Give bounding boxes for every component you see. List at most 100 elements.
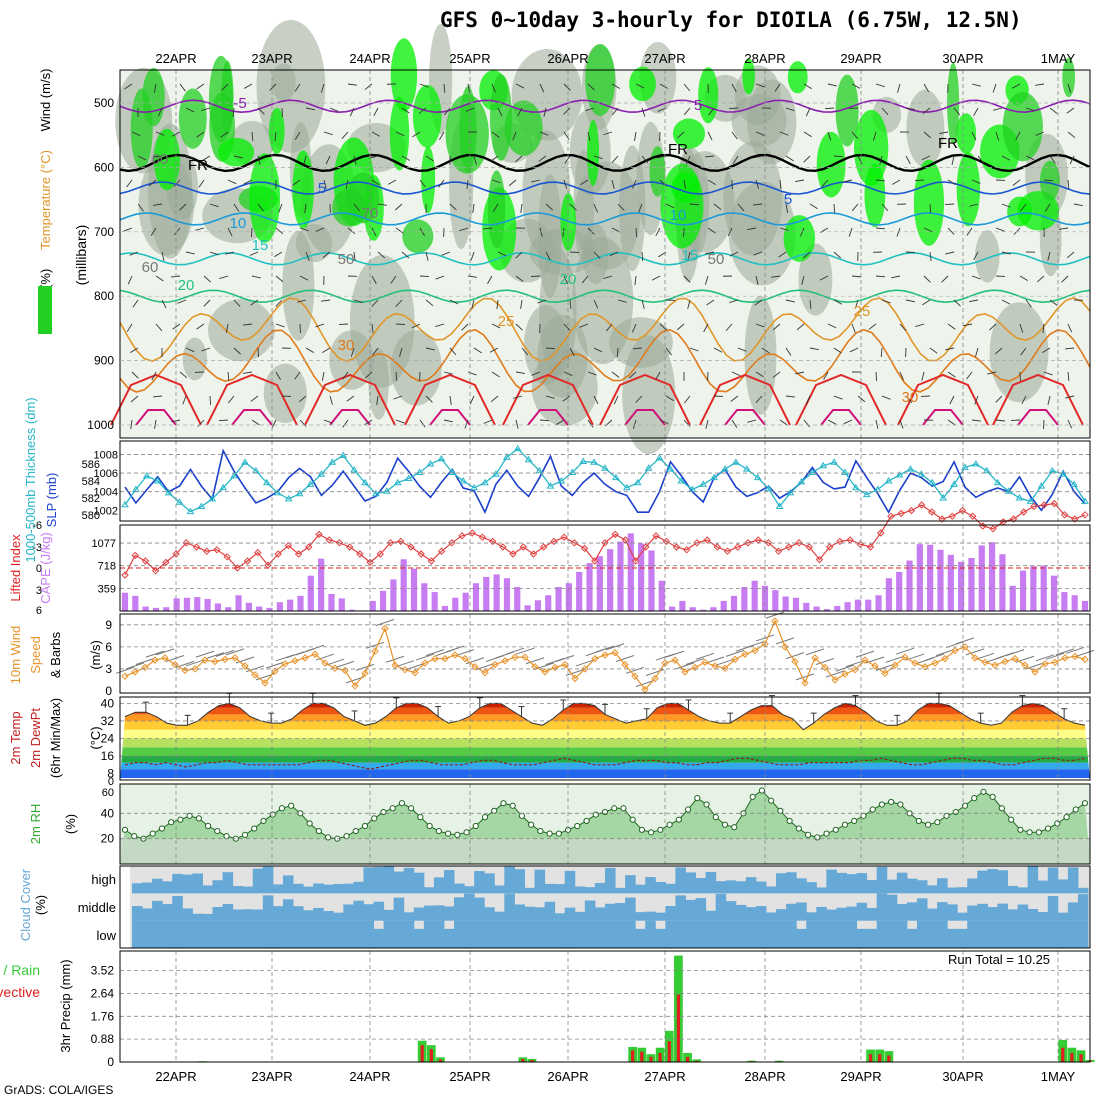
rh-moist-shading	[1003, 92, 1043, 161]
date-label-bottom: 22APR	[155, 1069, 196, 1084]
cape-bar	[721, 601, 727, 611]
rh-moist-shading	[914, 160, 944, 246]
wind-barb	[396, 324, 405, 325]
wind-unit: (m/s)	[88, 640, 103, 670]
cloud-cover-cell	[313, 921, 324, 948]
cloud-cover-cell	[162, 881, 173, 893]
cloud-cover-cell	[132, 883, 143, 893]
rh-point	[713, 815, 718, 820]
cloud-cover-cell	[1018, 921, 1029, 948]
rh-point	[842, 822, 847, 827]
rh-point	[547, 831, 552, 836]
wind-barb	[1043, 420, 1044, 429]
cloud-cover-cell	[233, 921, 244, 948]
cloud-cover-cell	[464, 886, 475, 893]
contour-label: 30	[902, 389, 919, 406]
rh-point	[362, 823, 367, 828]
rh-point	[944, 813, 949, 818]
wind-barb	[396, 661, 414, 667]
date-label-bottom: 27APR	[644, 1069, 685, 1084]
rh-moist-shading	[698, 67, 718, 123]
cloud-cover-cell	[816, 887, 827, 893]
cloud-cover-cell	[514, 904, 525, 920]
precip-tick-label: 0.88	[91, 1032, 115, 1046]
cape-bar	[844, 602, 850, 611]
cloud-cover-cell	[504, 894, 515, 921]
cape-bar	[308, 576, 314, 611]
wind-barb	[206, 653, 224, 659]
cloud-cover-cell	[524, 921, 535, 948]
cloud-cover-cell	[253, 921, 264, 948]
rh-moist-shading	[854, 110, 888, 186]
cape-bar	[896, 572, 902, 611]
cloud-cover-cell	[524, 907, 535, 921]
thickness-axis-title: 1000-500mb Thickness (dm)	[23, 397, 38, 562]
cape-bar	[174, 598, 180, 611]
cloud-cover-cell	[836, 921, 847, 948]
contour-label: 25	[854, 303, 871, 320]
cloud-cover-cell	[887, 921, 898, 948]
cloud-cover-cell	[846, 921, 857, 948]
cape-bar	[979, 545, 985, 611]
cape-bar	[834, 606, 840, 611]
wind-barb	[570, 252, 579, 253]
cape-bar	[535, 600, 541, 611]
cloud-cover-cell	[947, 904, 958, 920]
wind-barb	[516, 648, 534, 654]
contour-label: FR	[668, 141, 688, 158]
precip-convective-bar	[869, 1054, 872, 1062]
wind-panel-frame	[120, 614, 1090, 693]
cloud-cover-cell	[182, 921, 193, 948]
precip-convective-bar	[887, 1056, 890, 1062]
precip-convective-bar	[1079, 1054, 1082, 1062]
cloud-cover-cell	[595, 883, 606, 893]
cloud-cover-cell	[846, 907, 857, 921]
cloud-cover-cell	[897, 873, 908, 894]
cloud-cover-cell	[293, 884, 304, 894]
cloud-cover-cell	[243, 921, 254, 948]
cloud-cover-cell	[776, 921, 787, 948]
cloud-cover-cell	[957, 887, 968, 893]
cloud-cover-cell	[857, 903, 868, 921]
rh-point	[796, 826, 801, 831]
cloud-cover-cell	[605, 904, 616, 921]
cloud-cover-cell	[223, 921, 234, 948]
cloud-cover-cell	[977, 871, 988, 894]
wind-barb	[339, 324, 348, 325]
cloud-cover-cell	[223, 872, 234, 893]
cloud-cover-cell	[213, 907, 224, 921]
cloud-cover-cell	[806, 921, 817, 948]
rh-title: 2m RH	[28, 804, 43, 844]
legend-wind: Wind (m/s)	[38, 69, 53, 132]
precip-panel-frame	[120, 951, 1090, 1062]
rh-point	[178, 817, 183, 822]
cape-bar	[886, 578, 892, 611]
cloud-title: Cloud Cover	[18, 868, 33, 941]
rh-point	[427, 823, 432, 828]
cloud-cover-cell	[303, 910, 314, 920]
cloud-cover-cell	[967, 906, 978, 921]
cloud-cover-cell	[836, 873, 847, 893]
rh-shading	[208, 299, 275, 361]
wind-barb	[646, 670, 664, 676]
slp-tick-label: 1008	[94, 449, 118, 461]
rh-moist-shading	[292, 150, 313, 228]
cloud-cover-cell	[736, 881, 747, 893]
cloud-cover-cell	[454, 897, 465, 920]
date-label-bottom: 30APR	[942, 1069, 983, 1084]
cloud-cover-cell	[424, 887, 435, 893]
wind-barb	[796, 674, 814, 680]
rh-point	[150, 831, 155, 836]
contour-label: -5	[233, 95, 246, 112]
cloud-cover-cell	[867, 908, 878, 921]
rh-point	[409, 806, 414, 811]
rh-point	[658, 827, 663, 832]
rh-point	[972, 796, 977, 801]
cloud-cover-cell	[172, 896, 183, 921]
cloud-cover-cell	[484, 873, 495, 893]
cloud-cover-cell	[273, 921, 284, 948]
cape-bar	[184, 598, 190, 611]
cloud-cover-cell	[192, 914, 203, 921]
wind-title-b: Speed	[28, 636, 43, 674]
rh-point	[630, 817, 635, 822]
